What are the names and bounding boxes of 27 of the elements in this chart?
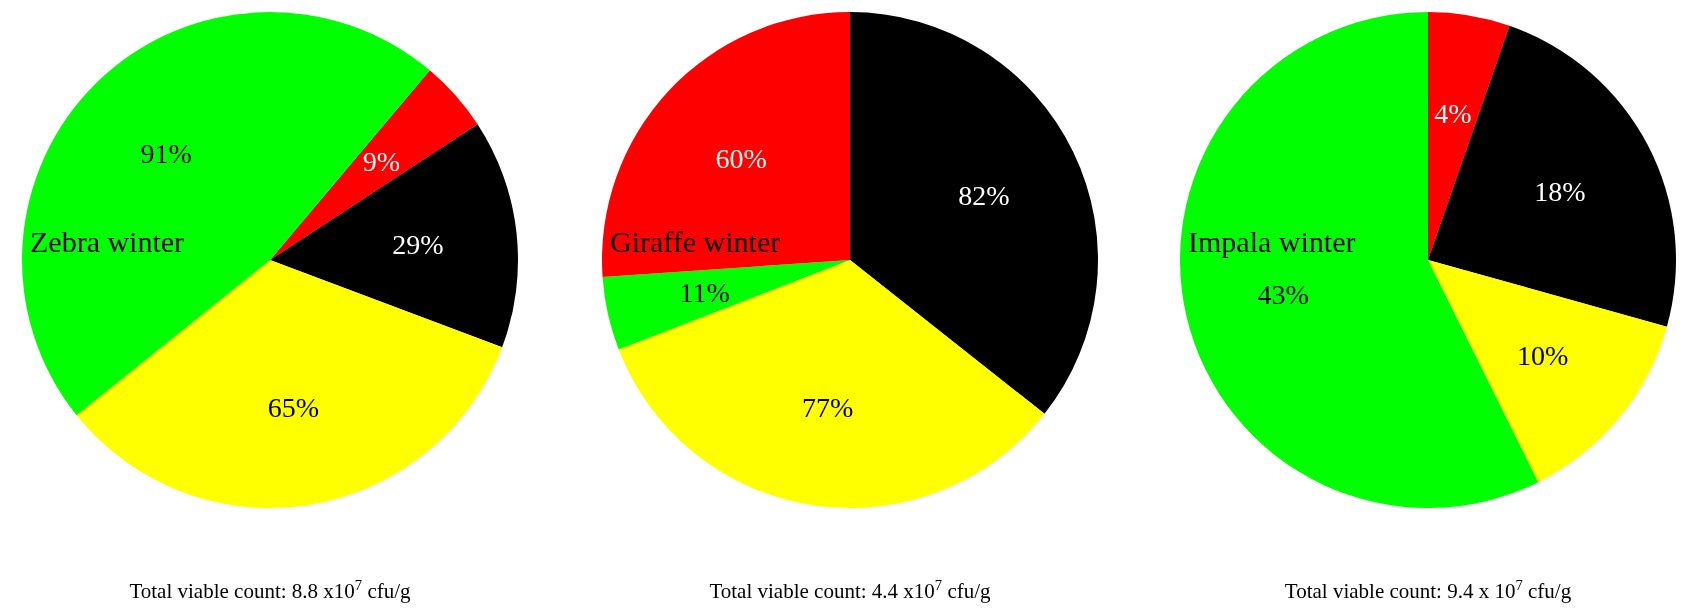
text: Impala winter [1188,225,1356,258]
text: Giraffe winter [610,225,781,258]
data-label: 18% [1534,175,1586,207]
pie-slice [1428,12,1510,260]
data-label: 82% [958,179,1010,211]
pie-slice [270,70,478,260]
text: Total viable count: 8.8 x10$^{7}$ cfu/g [129,577,412,603]
data-label: 91% [140,138,192,170]
pie-slice [618,260,1045,508]
pie-slice [76,260,503,508]
text: Zebra winter [30,225,185,258]
data-label: 9% [362,146,401,178]
data-label: 77% [802,391,854,423]
pie-slice [602,260,850,350]
data-label: 29% [392,228,444,260]
pie-slice [1428,25,1676,327]
pie-slice [1428,260,1667,483]
text: Total viable count: 4.4 x10$^{7}$ cfu/g [709,577,992,603]
text: Total viable count: 9.4 x 10$^{7}$ cfu/g [1284,577,1572,603]
data-label: 10% [1516,339,1569,371]
data-label: 60% [715,143,767,175]
pie-slice [270,124,518,348]
data-label: 11% [679,277,730,309]
data-label: 43% [1257,278,1309,310]
pie-slice [602,12,850,277]
data-label: 65% [267,391,320,423]
data-label: 4% [1434,98,1472,130]
